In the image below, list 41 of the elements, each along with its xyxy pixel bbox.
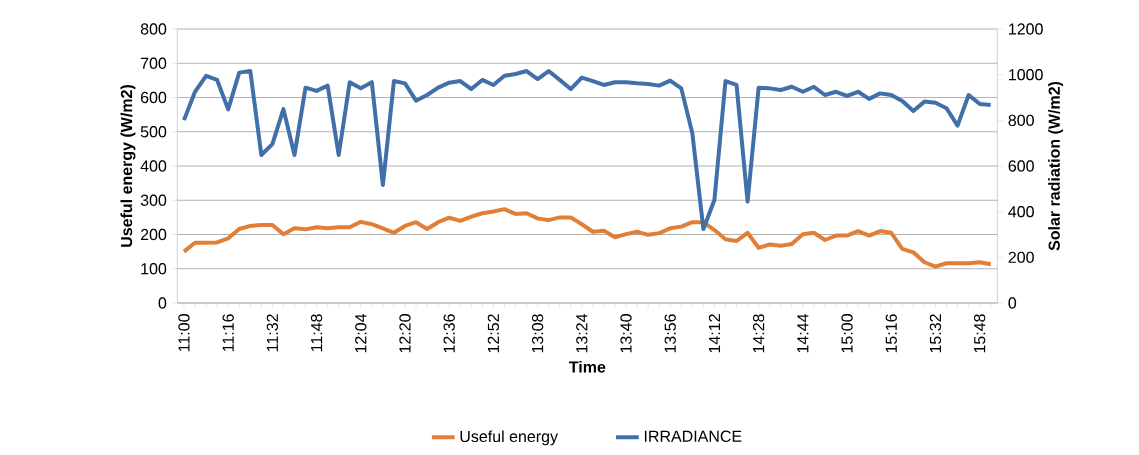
y-axis-title: Useful energy (W/m2): [120, 85, 136, 247]
x-tick-label: 15:16: [885, 314, 897, 353]
x-tick-label: 11:48: [310, 314, 323, 352]
x-tick-label: 12:20: [399, 314, 411, 353]
line-series: [181, 69, 993, 232]
x-tick-label: 12:04: [355, 313, 367, 353]
y-tick-label: 500: [140, 126, 167, 138]
y2-tick-label: 400: [1008, 206, 1034, 218]
y2-tick-label: 0: [1008, 297, 1017, 309]
y-tick-label: 0: [158, 297, 167, 309]
x-tick-label: 14:12: [708, 314, 721, 353]
y2-axis-title: Solar radiation (W/m2): [1048, 81, 1064, 251]
x-tick-label: 12:36: [443, 314, 455, 353]
x-tick-label: 11:16: [222, 314, 234, 352]
y2-tick-label: 200: [1008, 251, 1034, 263]
x-tick-label: 11:32: [266, 314, 279, 352]
legend-label: Useful energy: [460, 430, 558, 446]
x-tick-label: 14:28: [752, 314, 765, 353]
y-tick-label: 300: [140, 194, 167, 206]
y-tick-label: 200: [140, 228, 167, 241]
x-tick-label: 15:00: [841, 314, 853, 353]
y2-tick-label: 1000: [1009, 69, 1043, 81]
y-tick-label: 700: [140, 57, 167, 69]
x-tick-label: 13:24: [576, 313, 588, 353]
x-tick-label: 13:56: [664, 314, 676, 353]
y-tick-label: 400: [140, 160, 167, 172]
y-tick-label: 800: [140, 23, 167, 35]
x-tick-label: 14:44: [797, 313, 809, 353]
x-tick-label: 13:08: [531, 314, 544, 353]
x-tick-label: 15:32: [929, 314, 942, 353]
y2-tick-label: 600: [1008, 160, 1034, 172]
x-tick-label: 15:48: [974, 314, 986, 353]
y-tick-label: 100: [141, 263, 167, 275]
legend-label: IRRADIANCE: [644, 430, 742, 442]
x-tick-label: 11:00: [178, 314, 190, 352]
y2-tick-label: 800: [1008, 114, 1034, 126]
y2-tick-label: 1200: [1009, 23, 1043, 35]
x-tick-label: 13:40: [620, 314, 632, 353]
x-tick-label: 12:52: [487, 314, 500, 353]
x-axis-title: Time: [569, 360, 606, 373]
y-tick-label: 600: [140, 91, 167, 104]
